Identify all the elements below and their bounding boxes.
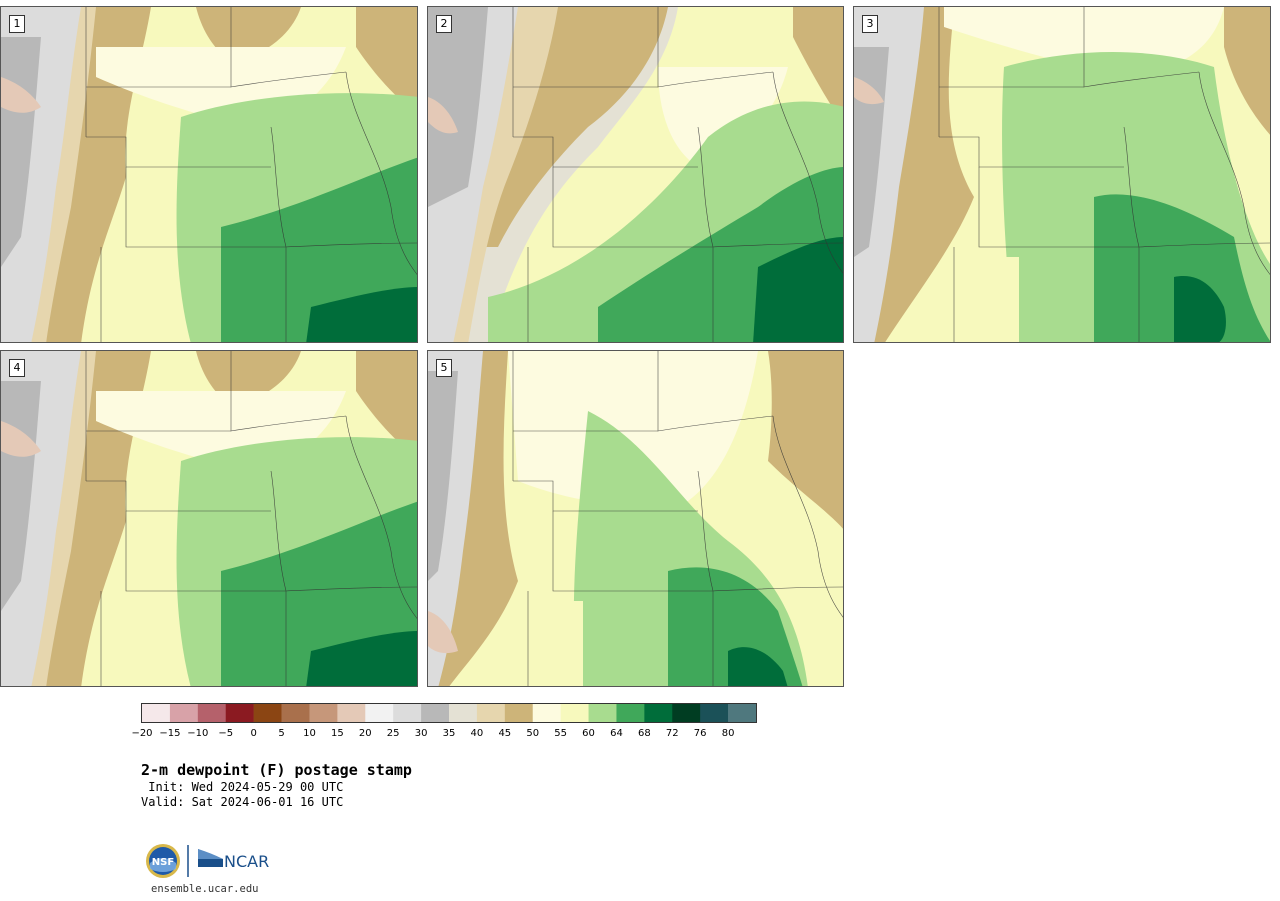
ncar-logo: NCAR xyxy=(198,849,269,871)
colorbar-tick-label: 60 xyxy=(582,728,595,739)
dewpoint-region xyxy=(508,351,758,505)
state-borders xyxy=(85,351,417,686)
colorbar-swatch xyxy=(421,704,450,722)
dewpoint-region xyxy=(356,7,417,116)
panel-number: 1 xyxy=(9,15,25,33)
colorbar-swatch xyxy=(253,704,282,722)
colorbar-tick-label: 30 xyxy=(414,728,428,739)
dewpoint-region xyxy=(768,351,843,529)
dewpoint-region xyxy=(854,77,884,105)
dewpoint-region xyxy=(306,287,417,342)
colorbar-swatch xyxy=(281,704,310,722)
colorbar-tick-label: 0 xyxy=(250,728,257,739)
panel-number: 4 xyxy=(9,359,25,377)
dewpoint-region xyxy=(728,647,788,686)
colorbar-tick-label: 64 xyxy=(610,728,623,739)
colorbar-swatch xyxy=(700,704,729,722)
dewpoint-region xyxy=(1094,194,1270,342)
map-panel-4: 4 xyxy=(0,350,418,687)
dewpoint-region xyxy=(356,351,417,460)
colorbar-tick-label: 68 xyxy=(637,728,651,739)
colorbar-swatch xyxy=(532,704,561,722)
colorbar-swatch xyxy=(476,704,506,722)
dewpoint-region xyxy=(793,7,843,125)
colorbar-tick-label: 25 xyxy=(386,728,400,739)
nsf-logo: NSF xyxy=(146,844,180,878)
panel-number: 2 xyxy=(436,15,452,33)
dewpoint-region xyxy=(518,601,583,686)
colorbar-swatch xyxy=(560,704,589,722)
dewpoint-region xyxy=(658,67,788,167)
state-borders xyxy=(85,7,417,342)
colorbar-tick-label: 40 xyxy=(470,728,484,739)
dewpoint-region xyxy=(428,371,458,581)
colorbar-swatch xyxy=(197,704,227,722)
dewpoint-region xyxy=(428,611,458,654)
dewpoint-region xyxy=(101,601,171,686)
dewpoint-region xyxy=(1174,276,1226,342)
dewpoint-region xyxy=(306,631,417,686)
init-time: Init: Wed 2024-05-29 00 UTC xyxy=(141,780,344,794)
colorbar-tick-label: 35 xyxy=(442,728,456,739)
colorbar-swatch xyxy=(616,704,645,722)
logos: NSF NCAR xyxy=(145,843,275,879)
colorbar-tick-label: 45 xyxy=(498,728,512,739)
colorbar-tick-label: 15 xyxy=(330,728,344,739)
dewpoint-map xyxy=(1,351,417,686)
colorbar-tick-label: 50 xyxy=(526,728,540,739)
colorbar-tick-label: 55 xyxy=(554,728,567,739)
colorbar-tick-label: 72 xyxy=(665,728,679,739)
colorbar-swatch xyxy=(504,704,534,722)
colorbar-swatch xyxy=(365,704,394,722)
valid-time: Valid: Sat 2024-06-01 16 UTC xyxy=(141,795,344,809)
dewpoint-region xyxy=(954,257,1019,342)
panel-number: 5 xyxy=(436,359,452,377)
dewpoint-region xyxy=(668,567,803,686)
website-url[interactable]: ensemble.ucar.edu xyxy=(151,883,259,895)
colorbar-swatch xyxy=(588,704,617,722)
colorbar-tick-label: 76 xyxy=(693,728,707,739)
colorbar-tick-label: 20 xyxy=(358,728,372,739)
map-panel-3: 3 xyxy=(853,6,1271,343)
colorbar xyxy=(141,703,757,723)
state-borders xyxy=(938,7,1270,342)
colorbar-swatch xyxy=(225,704,254,722)
colorbar-tick-label: −10 xyxy=(187,728,209,739)
dewpoint-region xyxy=(428,97,458,134)
colorbar-tick-label: −5 xyxy=(218,728,234,739)
dewpoint-map xyxy=(428,351,843,686)
colorbar-tick-label: 80 xyxy=(721,728,735,739)
dewpoint-region xyxy=(1,77,41,113)
colorbar-tick-label: 10 xyxy=(303,728,316,739)
dewpoint-region xyxy=(753,237,843,342)
dewpoint-map xyxy=(854,7,1270,342)
colorbar-swatch xyxy=(449,704,478,722)
dewpoint-map xyxy=(428,7,843,342)
colorbar-swatch xyxy=(728,704,757,722)
dewpoint-region xyxy=(1,421,41,457)
colorbar-swatch xyxy=(169,704,199,722)
colorbar-swatch xyxy=(337,704,366,722)
colorbar-swatch xyxy=(393,704,422,722)
panel-number: 3 xyxy=(862,15,878,33)
dewpoint-region xyxy=(1224,7,1270,135)
dewpoint-map xyxy=(1,7,417,342)
colorbar-swatch xyxy=(644,704,673,722)
nsf-logo-text: NSF xyxy=(152,857,174,868)
dewpoint-region xyxy=(428,7,488,207)
colorbar-swatch xyxy=(309,704,338,722)
map-panel-2: 2 xyxy=(427,6,844,343)
plot-title: 2-m dewpoint (F) postage stamp xyxy=(141,761,412,779)
map-panel-1: 1 xyxy=(0,6,418,343)
ncar-logo-text: NCAR xyxy=(224,852,269,871)
colorbar-tick-label: −15 xyxy=(159,728,181,739)
colorbar-swatch xyxy=(672,704,701,722)
map-panel-5: 5 xyxy=(427,350,844,687)
colorbar-tick-label: −20 xyxy=(131,728,153,739)
colorbar-tick-label: 5 xyxy=(278,728,285,739)
state-borders xyxy=(512,7,843,342)
dewpoint-region xyxy=(101,257,171,342)
state-borders xyxy=(512,351,843,686)
colorbar-swatch xyxy=(142,704,171,722)
